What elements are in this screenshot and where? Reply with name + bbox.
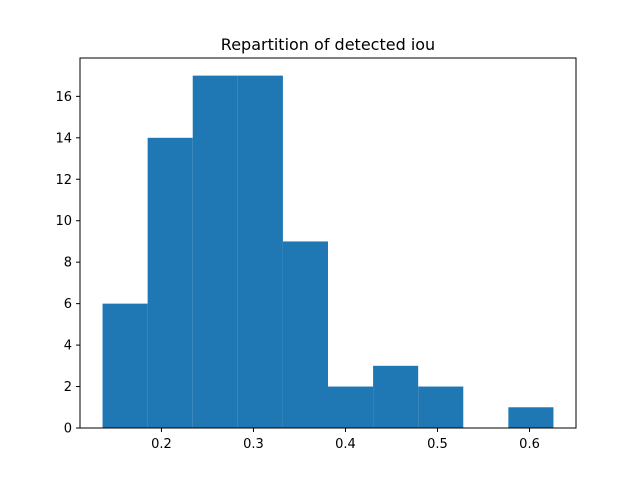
y-tick-label: 2 [64,380,72,395]
histogram-bar-1 [147,137,193,428]
histogram-bar-4 [282,241,328,428]
histogram-bar-2 [192,75,238,428]
histogram-bar-5 [328,386,374,428]
histogram-bar-7 [418,386,464,428]
histogram-bar-9 [508,407,554,428]
x-tick-label: 0.2 [151,437,172,452]
histogram-bar-6 [373,365,419,428]
y-tick-label: 10 [55,214,72,229]
y-axis: 0 2 4 6 8 10 12 14 16 [55,90,80,437]
y-tick-label: 8 [64,256,72,271]
chart-title: Repartition of detected iou [221,35,435,54]
x-axis: 0.2 0.3 0.4 0.5 0.6 [151,428,540,452]
plot-frame [79,57,577,429]
x-tick-label: 0.3 [243,437,264,452]
histogram-bars [102,75,554,428]
y-tick-label: 16 [55,90,72,105]
histogram-bar-0 [102,303,148,428]
y-tick-label: 4 [64,339,72,354]
y-tick-label: 0 [64,422,72,437]
x-tick-label: 0.4 [335,437,356,452]
y-tick-label: 14 [55,131,72,146]
histogram-bar-3 [237,75,283,428]
x-tick-label: 0.6 [519,437,540,452]
x-tick-label: 0.5 [427,437,448,452]
y-tick-label: 6 [64,297,72,312]
y-tick-label: 12 [55,173,72,188]
